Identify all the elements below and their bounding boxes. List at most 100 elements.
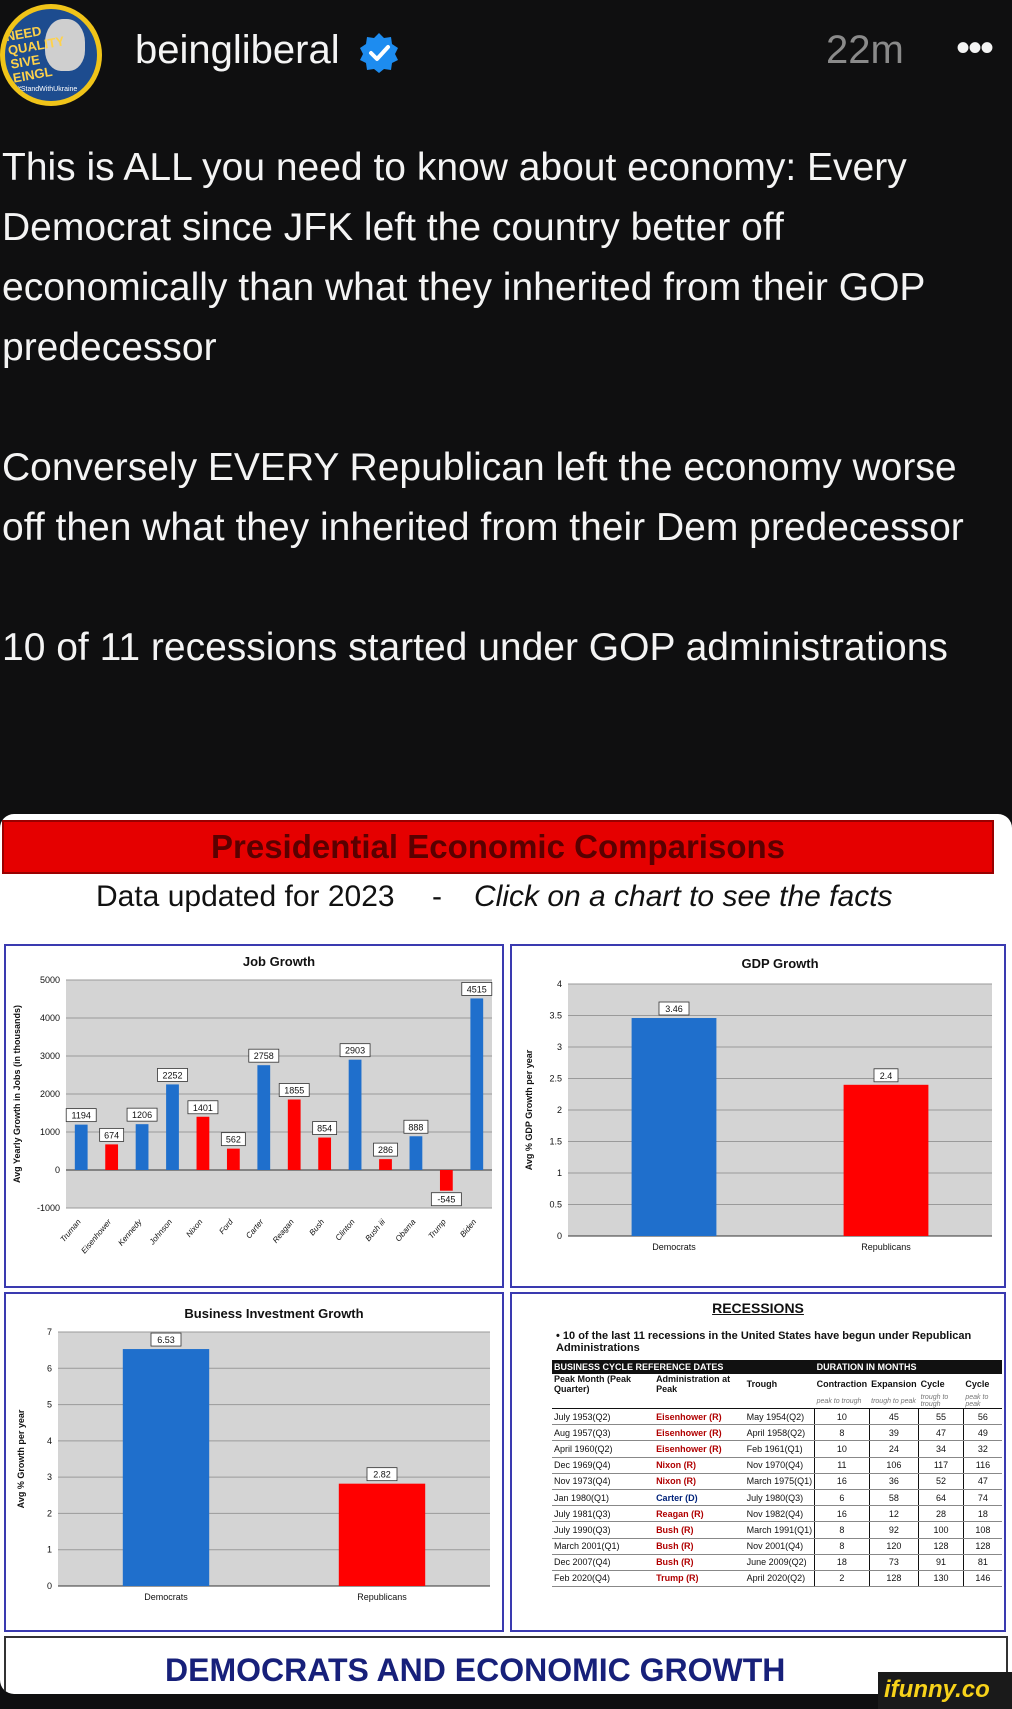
- table-cell: March 1991(Q1): [744, 1521, 815, 1539]
- data-label: 6.53: [157, 1335, 175, 1345]
- y-tick-label: -1000: [37, 1203, 60, 1213]
- gdp-growth-chart[interactable]: GDP Growth 0 0.5 1 1.5 2 2.5 3 3.5 4 Avg % GDP Gro…: [510, 944, 1006, 1288]
- data-label: 3.46: [665, 1004, 683, 1014]
- table-cell: 130: [918, 1570, 964, 1588]
- y-tick-label: 0: [47, 1581, 52, 1591]
- table-column-header: Cycle: [920, 1379, 945, 1389]
- data-label-box: [220, 1132, 246, 1147]
- table-row: July 1953(Q2) Eisenhower (R) May 1954(Q2) 1…: [552, 1408, 1002, 1426]
- username[interactable]: beingliberal: [135, 28, 340, 72]
- infographic-card[interactable]: Presidential Economic Comparisons Data u…: [0, 814, 1012, 1694]
- data-label-box: [248, 1048, 280, 1063]
- table-row: Feb 2020(Q4) Trump (R) April 2020(Q2) 2 128 1…: [552, 1570, 1002, 1588]
- table-cell: July 1990(Q3): [552, 1521, 655, 1539]
- chart-bar: [287, 1099, 301, 1170]
- table-cell: 74: [962, 1489, 1002, 1507]
- chart-bar: [196, 1116, 210, 1170]
- table-cell: Carter (D): [654, 1489, 745, 1507]
- y-tick-label: 4000: [40, 1013, 60, 1023]
- table-cell: 39: [868, 1424, 919, 1442]
- data-label: 4515: [467, 984, 487, 994]
- y-tick-label: 1: [557, 1168, 562, 1178]
- data-label: 2903: [345, 1046, 365, 1056]
- table-cell: 55: [918, 1408, 964, 1426]
- data-label-box: [187, 1100, 219, 1115]
- chart-bar: [348, 1059, 362, 1170]
- table-cell: Bush (R): [654, 1538, 745, 1555]
- footer-title: DEMOCRATS AND ECONOMIC GROWTH: [165, 1652, 786, 1688]
- table-cell: Jan 1980(Q1): [552, 1489, 655, 1507]
- x-tick-label: Nixon: [184, 1217, 204, 1239]
- chart-bar: [843, 1084, 929, 1236]
- post-header: NEED QUALITY SIVE EINGL #StandWithUkrain…: [0, 0, 1012, 110]
- table-cell: 8: [814, 1521, 870, 1539]
- table-column-header: Cycle: [965, 1379, 990, 1389]
- table-column-header: Contraction: [816, 1379, 868, 1389]
- recessions-table-panel[interactable]: RECESSIONS • 10 of the last 11 recession…: [510, 1292, 1006, 1632]
- x-tick-label: Truman: [59, 1217, 84, 1244]
- x-tick-label: Democrats: [144, 1592, 188, 1602]
- table-cell: 8: [814, 1538, 870, 1555]
- x-tick-label: Johnson: [147, 1217, 174, 1247]
- x-tick-label: Obama: [394, 1217, 418, 1243]
- data-label: 1206: [132, 1110, 152, 1120]
- table-column-header: Expansion: [871, 1379, 917, 1389]
- table-column-note: [552, 1394, 655, 1409]
- table-cell: Dec 2007(Q4): [552, 1554, 655, 1571]
- table-cell: Eisenhower (R): [654, 1424, 745, 1442]
- chart-bar: [338, 1483, 426, 1586]
- post-paragraph: 10 of 11 recessions started under GOP ad…: [2, 626, 948, 669]
- y-tick-label: 6: [47, 1363, 52, 1373]
- table-row: Nov 1973(Q4) Nixon (R) March 1975(Q1) 16 36 5…: [552, 1473, 1002, 1490]
- table-cell: July 1981(Q3): [552, 1505, 655, 1523]
- gdp-growth-svg: GDP Growth 0 0.5 1 1.5 2 2.5 3 3.5 4 Avg % GDP Gro…: [524, 956, 992, 1252]
- table-cell: 128: [918, 1538, 964, 1555]
- data-label-box: [403, 1119, 429, 1134]
- more-options-icon[interactable]: •••: [956, 26, 994, 70]
- table-cell: Reagan (R): [654, 1505, 745, 1523]
- table-cell: 16: [814, 1473, 870, 1490]
- chart-title: Business Investment Growth: [184, 1306, 363, 1321]
- job-growth-chart[interactable]: Job Growth -1000 0 1000 2000 3000 4000 5000 Avg …: [4, 944, 504, 1288]
- portrait-face-icon: [45, 19, 85, 71]
- y-axis-label: Avg Yearly Growth in Jobs (in thousands): [12, 1005, 22, 1183]
- table-row: Aug 1957(Q3) Eisenhower (R) April 1958(Q2)…: [552, 1424, 1002, 1442]
- y-tick-label: 3: [557, 1042, 562, 1052]
- table-cell: 18: [962, 1505, 1002, 1523]
- table-cell: Nov 2001(Q4): [744, 1538, 815, 1555]
- table-cell: 73: [868, 1554, 919, 1571]
- post-paragraph: Conversely EVERY Republican left the eco…: [2, 446, 964, 549]
- table-cell: 32: [962, 1440, 1002, 1458]
- data-label: 562: [226, 1135, 241, 1145]
- table-cell: Bush (R): [654, 1521, 745, 1539]
- chart-bar: [439, 1170, 453, 1191]
- table-cell: 64: [918, 1489, 964, 1507]
- business-investment-chart[interactable]: Business Investment Growth 0 1 2 3 4 5 6 7 Avg % …: [4, 1292, 504, 1632]
- chart-title: Job Growth: [243, 954, 315, 969]
- data-label: 1194: [72, 1111, 91, 1121]
- table-column-header: Peak Month (Peak Quarter): [554, 1374, 632, 1394]
- table-cell: 56: [962, 1408, 1002, 1426]
- table-cell: 24: [868, 1440, 919, 1458]
- table-column-note: trough to peak: [869, 1394, 919, 1409]
- table-cell: March 1975(Q1): [744, 1473, 815, 1490]
- data-label-box: [658, 1001, 690, 1016]
- table-cell: 34: [918, 1440, 964, 1458]
- data-label: 888: [408, 1122, 423, 1132]
- table-cell: Bush (R): [654, 1554, 745, 1571]
- table-cell: 16: [814, 1505, 870, 1523]
- x-tick-label: Bush iii: [364, 1217, 388, 1243]
- data-label: 2.4: [880, 1071, 893, 1081]
- table-cell: 8: [814, 1424, 870, 1442]
- data-label: 674: [104, 1130, 119, 1140]
- table-cell: 12: [868, 1505, 919, 1523]
- avatar[interactable]: NEED QUALITY SIVE EINGL #StandWithUkrain…: [0, 4, 102, 106]
- business-investment-svg: Business Investment Growth 0 1 2 3 4 5 6 7 Avg % …: [16, 1306, 490, 1602]
- y-tick-label: 1000: [40, 1127, 60, 1137]
- table-row: July 1990(Q3) Bush (R) March 1991(Q1) 8 92 10…: [552, 1521, 1002, 1539]
- table-row: Jan 1980(Q1) Carter (D) July 1980(Q3) 6 58 64…: [552, 1489, 1002, 1507]
- y-tick-label: 3: [47, 1472, 52, 1482]
- table-cell: Dec 1969(Q4): [552, 1457, 655, 1474]
- table-cell: 146: [962, 1570, 1002, 1588]
- y-tick-label: 1.5: [549, 1137, 562, 1147]
